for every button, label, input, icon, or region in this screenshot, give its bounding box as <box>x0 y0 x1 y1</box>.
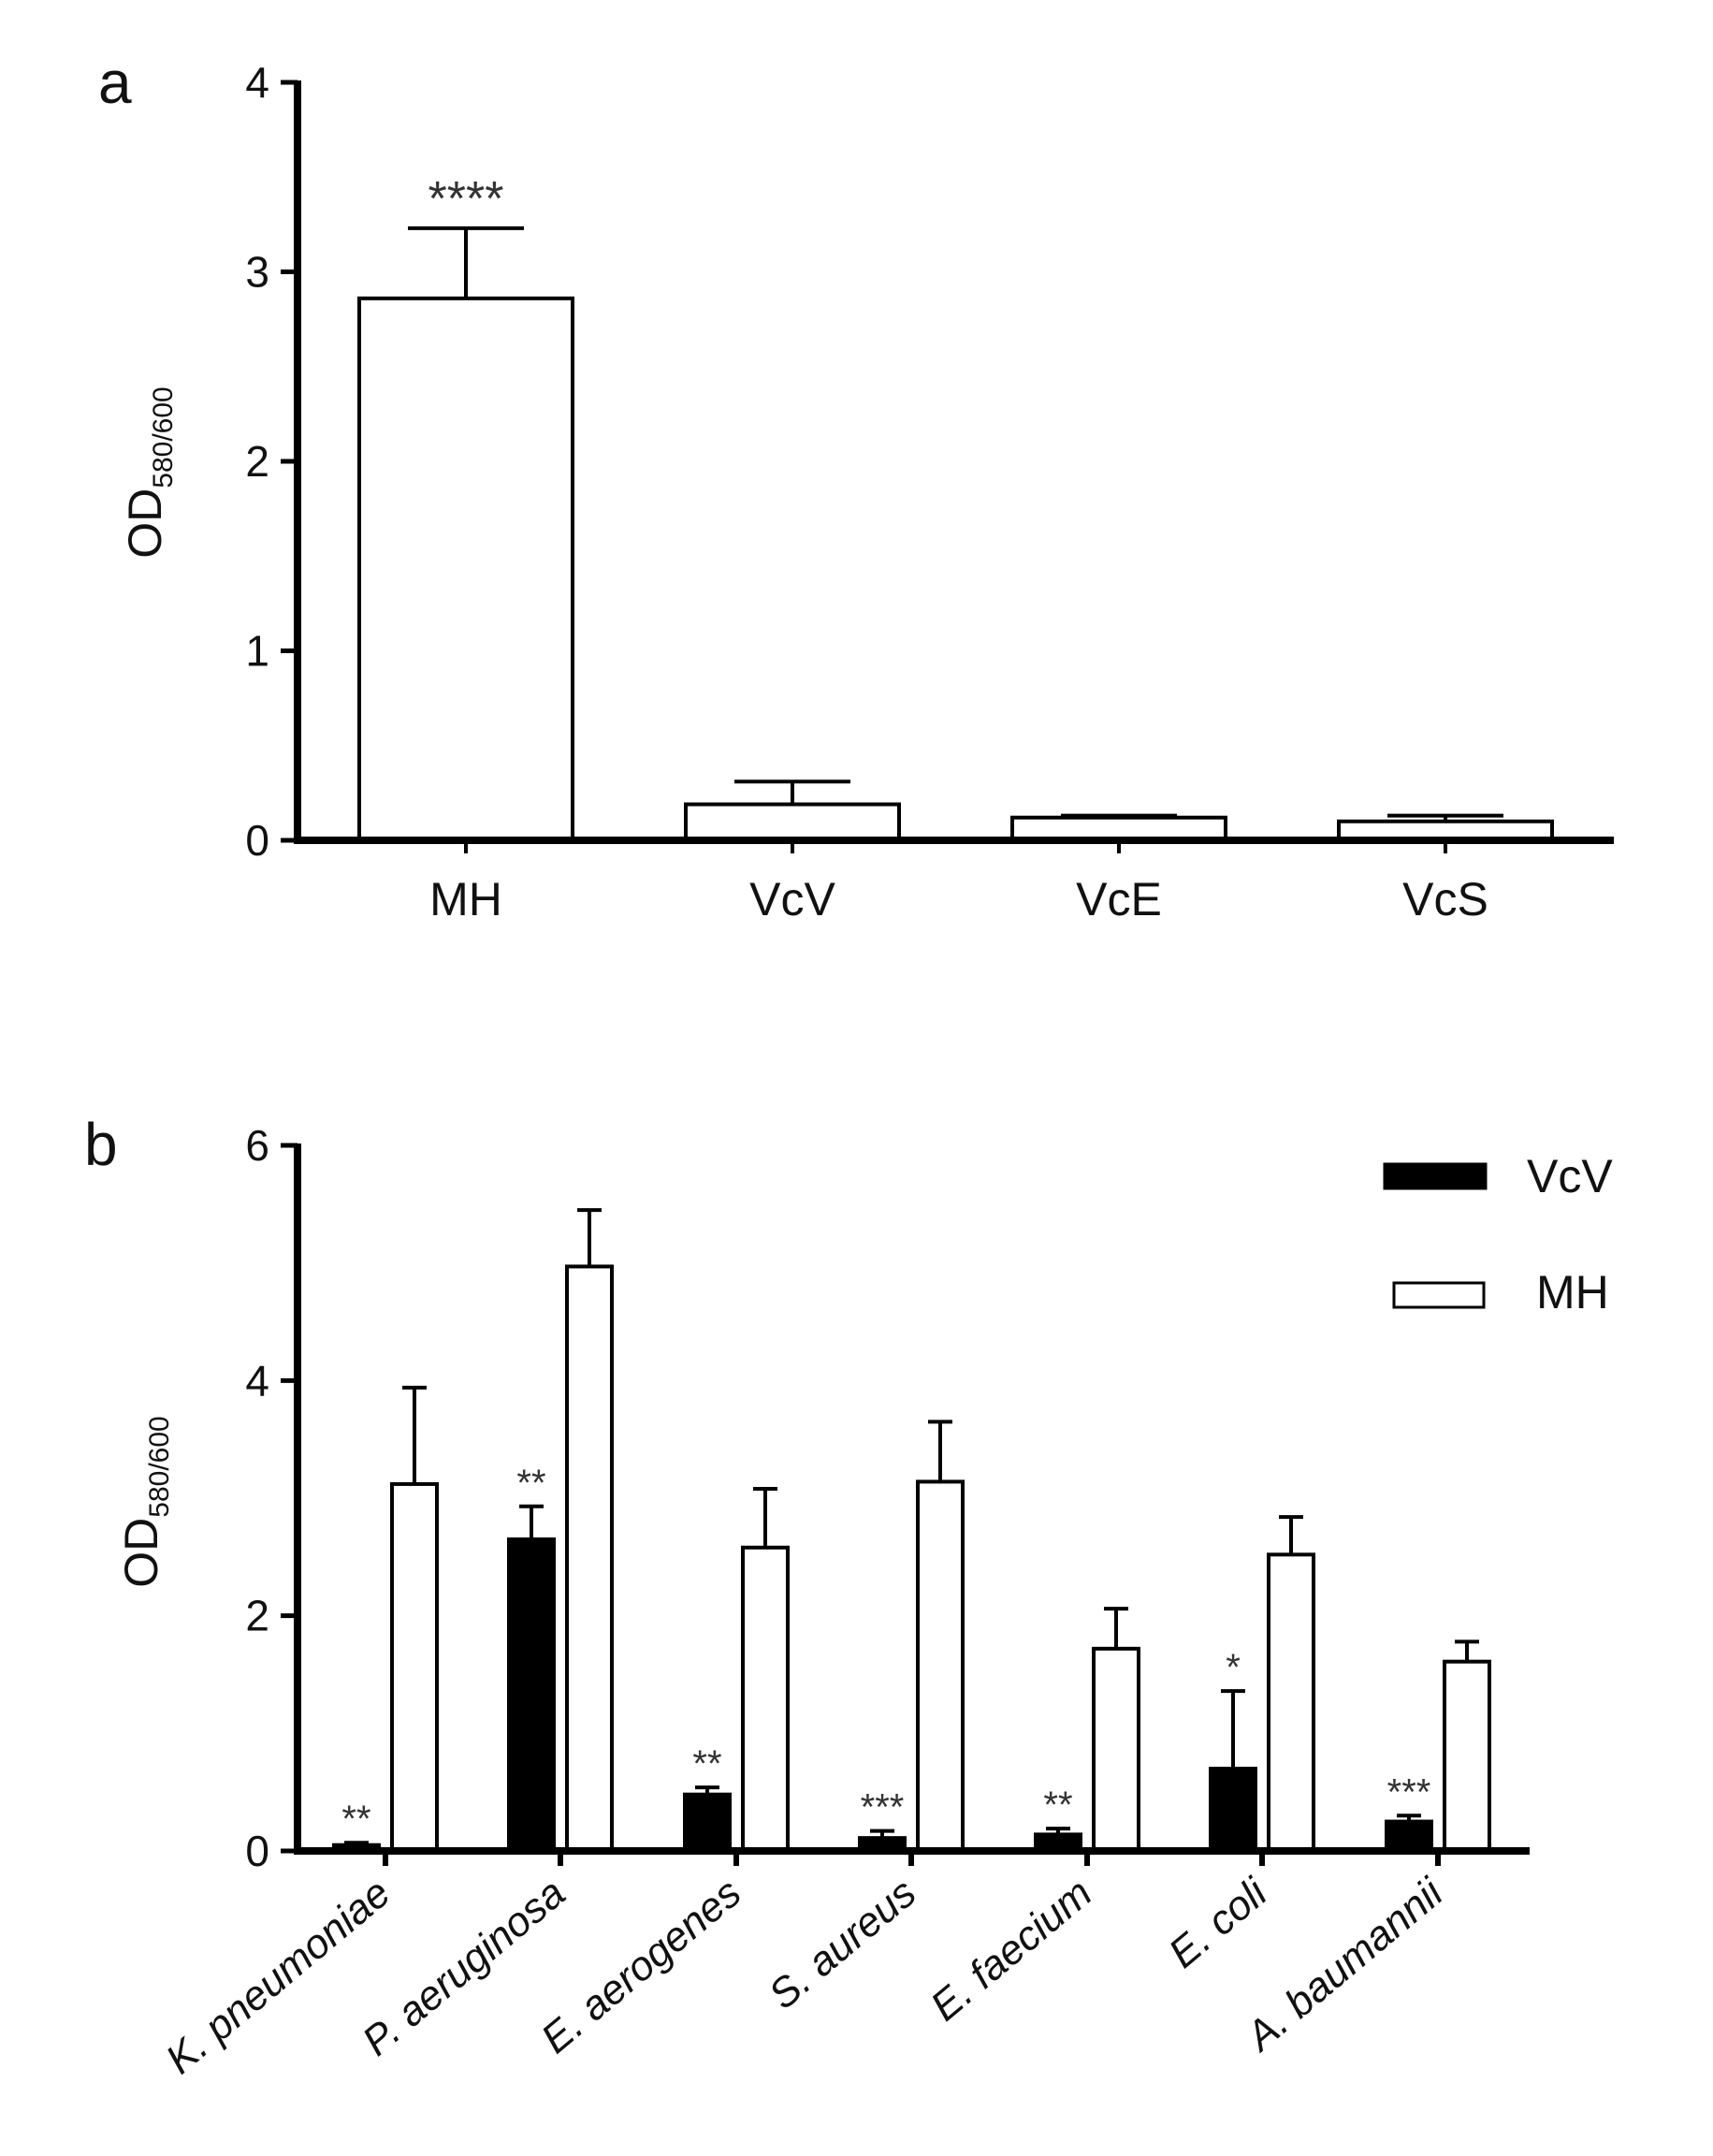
panel-b-legend: VcV MH <box>1383 1150 1613 1318</box>
panel-b-bars <box>332 1264 1491 1854</box>
y-tick-label-0: 0 <box>245 1827 269 1875</box>
panel-a-bars <box>357 296 1554 843</box>
significance-mh: **** <box>428 172 504 226</box>
bar-e-coli-mh <box>1267 1552 1315 1853</box>
panel-b-error-bars <box>344 1208 1479 1845</box>
significance-e-faecium: ** <box>1043 1785 1072 1826</box>
bar-s-aureus-mh <box>916 1479 965 1853</box>
panel-a-y-ticks: 0 1 2 3 4 <box>245 58 298 865</box>
y-tick-label-4: 4 <box>245 58 269 107</box>
x-label-k-pneumoniae: K. pneumoniae <box>157 1870 399 2083</box>
x-label-e-coli: E. coli <box>1160 1869 1276 1976</box>
y-tick-label-1: 1 <box>245 627 269 676</box>
x-label-mh: MH <box>429 873 502 925</box>
significance-p-aeruginosa: ** <box>516 1463 545 1504</box>
panel-b-y-axis-title: OD580/600 <box>115 1416 175 1587</box>
bar-p-aeruginosa-vcv <box>507 1537 556 1853</box>
y-tick-label-0: 0 <box>245 816 269 865</box>
legend-swatch-mh <box>1392 1281 1486 1309</box>
legend-label-vcv: VcV <box>1527 1150 1613 1202</box>
y-tick-label-2: 2 <box>245 1592 269 1640</box>
panel-a-letter: a <box>98 49 132 116</box>
y-tick-label-3: 3 <box>245 248 269 297</box>
panel-a-x-labels: MH VcV VcE VcS <box>429 873 1488 925</box>
bar-p-aeruginosa-mh <box>565 1264 614 1853</box>
x-label-s-aureus: S. aureus <box>761 1870 925 2018</box>
bar-a-baumannii-vcv <box>1385 1819 1433 1854</box>
bar-vcv <box>684 802 901 843</box>
legend-swatch-vcv <box>1383 1162 1488 1190</box>
bar-e-faecium-mh <box>1092 1646 1140 1854</box>
panel-b-significance: ********* ****** <box>341 1463 1430 1840</box>
panel-a: a 0 1 2 3 4 MH VcV VcE VcS **** OD580/600 <box>98 49 1614 925</box>
bar-mh <box>357 296 574 843</box>
y-tick-label-2: 2 <box>245 437 269 486</box>
x-label-vcv: VcV <box>749 873 835 925</box>
bar-k-pneumoniae-mh <box>390 1481 439 1854</box>
panel-b-letter: b <box>84 1111 118 1178</box>
significance-a-baumannii: *** <box>1387 1771 1431 1813</box>
significance-e-aerogenes: ** <box>692 1743 721 1785</box>
significance-k-pneumoniae: ** <box>341 1799 370 1840</box>
significance-s-aureus: *** <box>861 1787 905 1828</box>
y-tick-label-4: 4 <box>245 1356 269 1405</box>
bar-e-aerogenes-vcv <box>683 1792 732 1854</box>
bar-e-coli-vcv <box>1209 1767 1257 1853</box>
bar-a-baumannii-mh <box>1443 1659 1491 1853</box>
y-tick-label-6: 6 <box>245 1121 269 1170</box>
x-label-vce: VcE <box>1076 873 1162 925</box>
legend-label-mh: MH <box>1536 1266 1609 1318</box>
bar-e-aerogenes-mh <box>741 1545 790 1854</box>
x-label-vcs: VcS <box>1402 873 1488 925</box>
panel-a-error-bars <box>408 226 1503 822</box>
panel-a-y-axis-title: OD580/600 <box>119 386 179 558</box>
significance-e-coli: * <box>1226 1647 1241 1688</box>
x-label-e-faecium: E. faecium <box>922 1870 1101 2030</box>
panel-a-significance: **** <box>428 172 504 226</box>
panel-b-axes <box>294 1144 1530 1866</box>
panel-b-y-ticks: 0 2 4 6 <box>245 1121 298 1875</box>
